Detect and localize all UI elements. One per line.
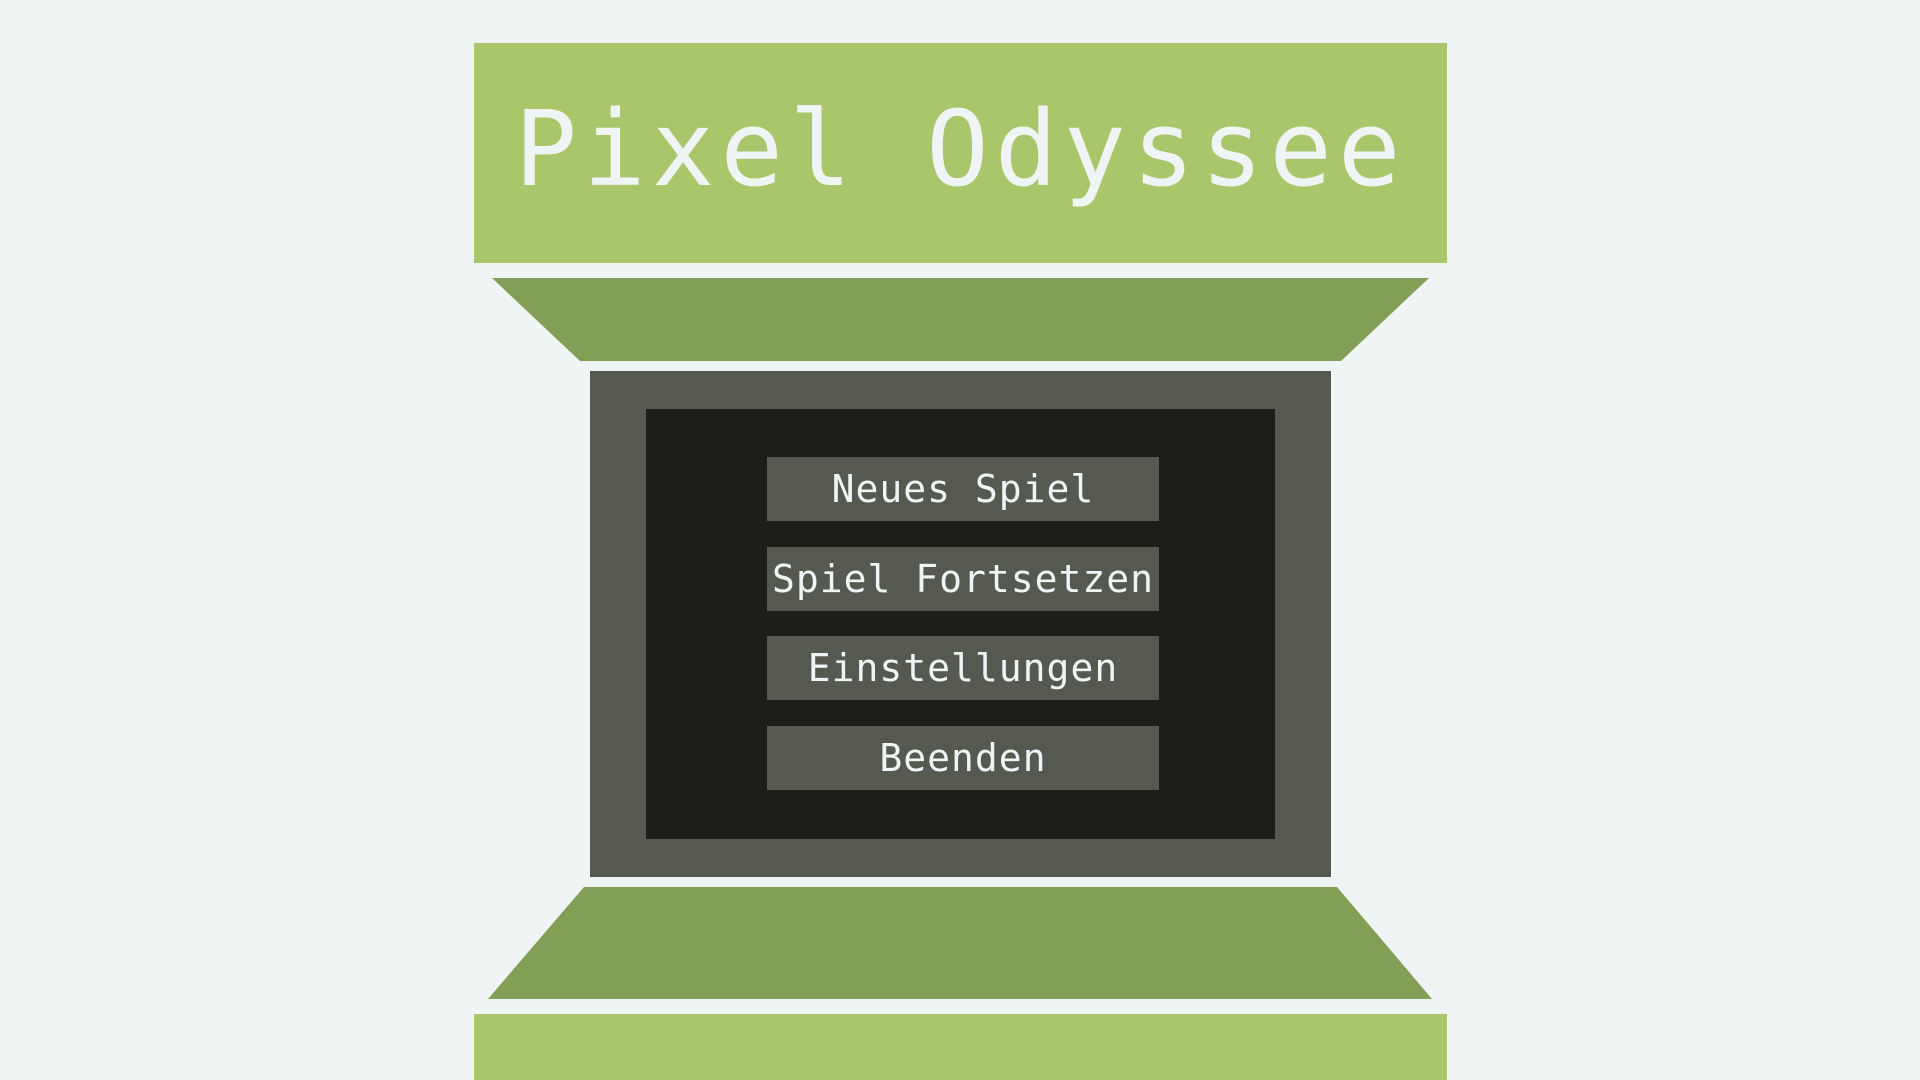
settings-button[interactable]: Einstellungen: [767, 636, 1159, 700]
lower-trapezoid: [488, 887, 1432, 999]
game-title: Pixel Odyssee: [514, 88, 1407, 210]
continue-game-button[interactable]: Spiel Fortsetzen: [767, 547, 1159, 611]
upper-trapezoid: [492, 278, 1429, 361]
bottom-banner: [474, 1014, 1447, 1080]
quit-button[interactable]: Beenden: [767, 726, 1159, 790]
title-banner: Pixel Odyssee: [474, 43, 1447, 263]
new-game-button[interactable]: Neues Spiel: [767, 457, 1159, 521]
